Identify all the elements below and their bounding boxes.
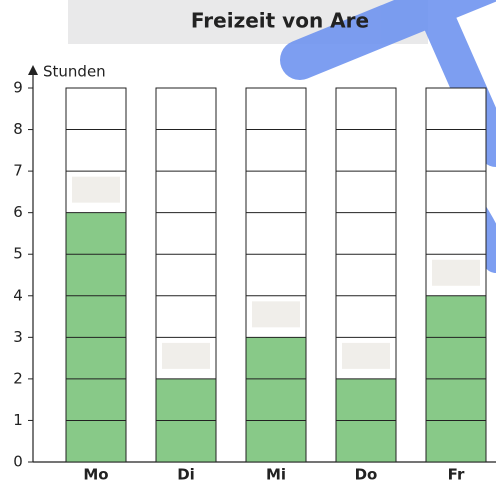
- y-tick-label: 8: [13, 120, 23, 138]
- y-tick-label: 9: [13, 79, 23, 97]
- label-box: [342, 342, 390, 369]
- y-tick-label: 3: [13, 328, 23, 346]
- label-box: [252, 301, 300, 328]
- y-tick-label: 7: [13, 162, 23, 180]
- bar-column-outline: [245, 87, 307, 463]
- x-tick-label: Di: [177, 466, 195, 482]
- x-tick-label: Do: [355, 466, 378, 482]
- bar-column-outline: [155, 87, 217, 463]
- bar-column-outline: [425, 87, 487, 463]
- y-tick-label: 5: [13, 245, 23, 263]
- y-tick-label: 2: [13, 369, 23, 387]
- y-tick-label: 0: [13, 453, 23, 471]
- y-tick-label: 4: [13, 286, 23, 304]
- y-tick-label: 6: [13, 203, 23, 221]
- chart-title: Freizeit von Are: [191, 9, 369, 33]
- bar: [246, 337, 306, 462]
- label-box: [162, 342, 210, 369]
- y-tick-label: 1: [13, 411, 23, 429]
- bar-column-outline: [65, 87, 127, 463]
- y-axis-label: Stunden: [43, 63, 106, 81]
- label-box: [72, 176, 120, 203]
- x-tick-label: Mi: [266, 466, 286, 482]
- y-axis-arrow: [28, 65, 38, 75]
- bar-column-outline: [335, 87, 397, 463]
- x-tick-label: Mo: [83, 466, 108, 482]
- label-box: [432, 259, 480, 286]
- x-tick-label: Fr: [448, 466, 465, 482]
